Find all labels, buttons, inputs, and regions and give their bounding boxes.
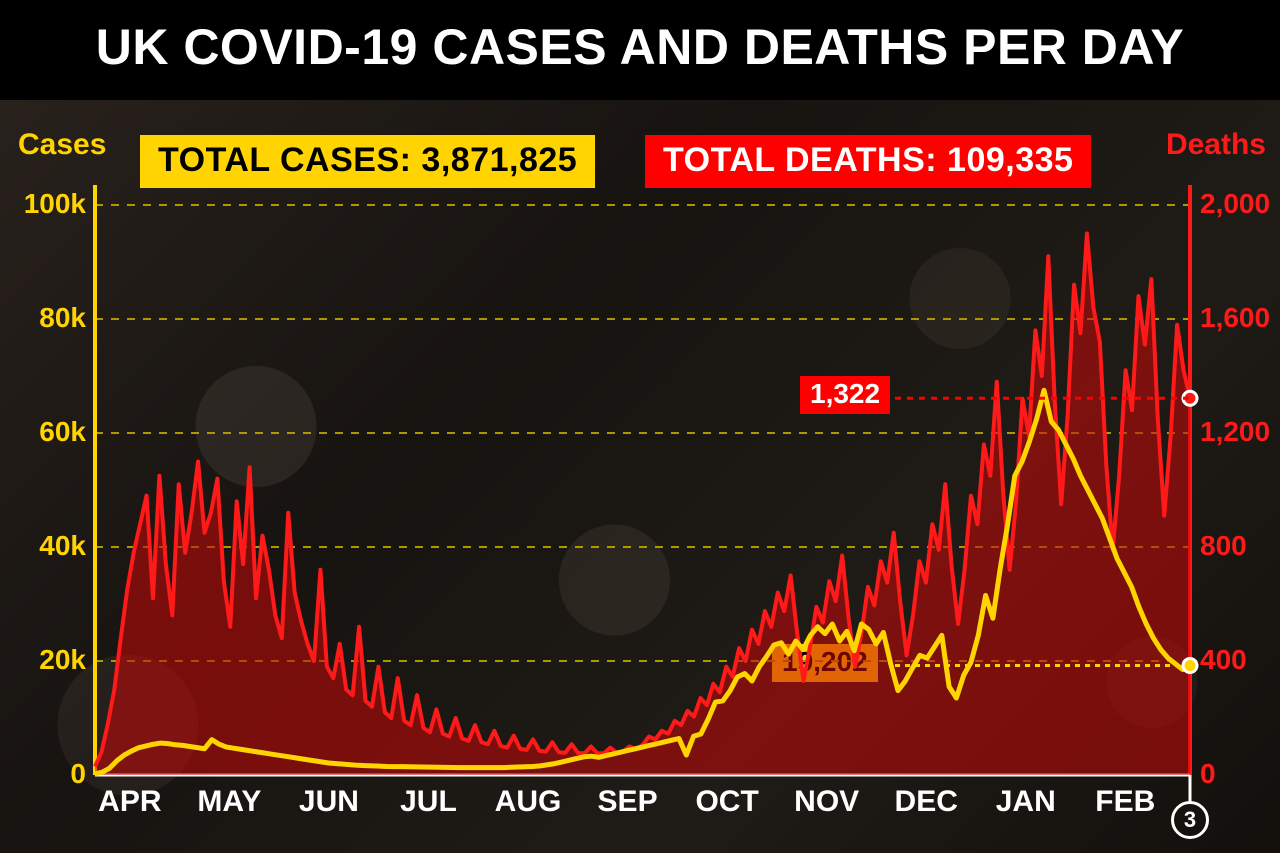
x-tick: JUL [400,785,457,819]
x-tick: OCT [695,785,758,819]
y-right-tick: 1,600 [1200,302,1270,334]
x-tick: SEP [598,785,658,819]
y-left-tick: 80k [8,302,86,334]
y-left-tick: 20k [8,644,86,676]
x-tick: DEC [895,785,958,819]
y-left-tick: 0 [8,758,86,790]
y-left-tick: 60k [8,416,86,448]
deaths-area [95,234,1190,776]
x-tick: NOV [794,785,859,819]
y-left-tick: 40k [8,530,86,562]
y-right-tick: 2,000 [1200,188,1270,220]
chart-root: UK COVID-19 CASES AND DEATHS PER DAY TOT… [0,0,1280,853]
y-left-tick: 100k [8,188,86,220]
x-tick: FEB [1095,785,1155,819]
x-tick: AUG [495,785,562,819]
y-right-tick: 800 [1200,530,1247,562]
x-tick: JAN [996,785,1056,819]
x-tick: APR [98,785,161,819]
x-tick: JUN [299,785,359,819]
y-right-tick: 400 [1200,644,1247,676]
plot-area [0,0,1280,853]
y-right-tick: 0 [1200,758,1216,790]
x-tick: MAY [197,785,261,819]
y-right-tick: 1,200 [1200,416,1270,448]
